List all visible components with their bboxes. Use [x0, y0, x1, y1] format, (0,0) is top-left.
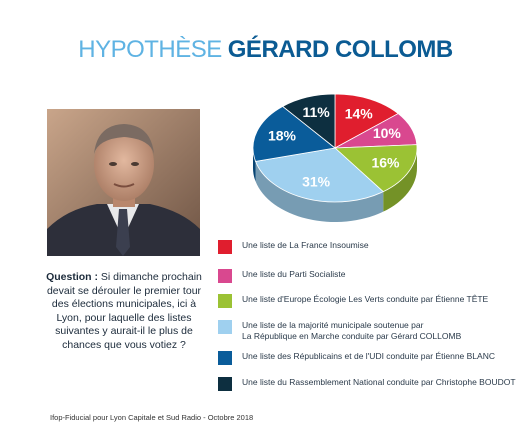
legend-label: Une liste du Rassemblement National cond… — [242, 377, 516, 387]
pie-label-1: 10% — [373, 125, 402, 141]
legend-item: Une liste des Républicains et de l'UDI c… — [218, 351, 495, 365]
legend-item: Une liste de la majorité municipale sout… — [218, 320, 461, 342]
legend-item: Une liste de La France Insoumise — [218, 240, 369, 254]
pie-label-5: 11% — [302, 104, 330, 120]
legend-swatch — [218, 240, 232, 254]
pie-slice-4 — [252, 105, 336, 162]
portrait-photo — [47, 109, 200, 256]
title-candidate: GÉRARD COLLOMB — [227, 36, 453, 63]
pie-label-3: 31% — [302, 173, 331, 189]
pie-label-4: 18% — [268, 127, 297, 143]
legend-label: Une liste du Parti Socialiste — [242, 269, 346, 279]
legend-label: Une liste des Républicains et de l'UDI c… — [242, 351, 495, 361]
question-label: Question : — [46, 271, 98, 283]
pie-slice-2 — [334, 144, 418, 193]
title-hypothese: HYPOTHÈSE — [78, 36, 222, 63]
legend-swatch — [218, 269, 232, 283]
pie-label-2: 16% — [371, 154, 400, 170]
source-note: Ifop-Fiducial pour Lyon Capitale et Sud … — [50, 413, 254, 422]
chart-title: HYPOTHÈSE GÉRARD COLLOMB — [0, 36, 531, 64]
pie-label-0: 14% — [345, 105, 374, 121]
legend-item: Une liste du Parti Socialiste — [218, 269, 345, 283]
legend-swatch — [218, 294, 232, 308]
pie-slice-0 — [334, 93, 399, 149]
pie-slice-side-2 — [383, 148, 417, 212]
legend-label: Une liste de la majorité municipale sout… — [242, 320, 462, 341]
question-text: Question : Si dimanche prochain devait s… — [44, 271, 204, 352]
question-body: Si dimanche prochain devait se dérouler … — [46, 271, 202, 351]
pie-slice-side-3 — [255, 161, 384, 222]
pie-chart: 14% 10% 16% 31% 18% 11% — [252, 93, 418, 222]
legend-item: Une liste d'Europe Écologie Les Verts co… — [218, 294, 488, 308]
pie-slice-3 — [255, 147, 384, 203]
pie-slice-5 — [282, 93, 336, 149]
legend-label: Une liste d'Europe Écologie Les Verts co… — [242, 294, 489, 304]
legend-label: Une liste de La France Insoumise — [242, 240, 369, 250]
legend-swatch — [218, 320, 232, 334]
legend-swatch — [218, 351, 232, 365]
legend-swatch — [218, 377, 232, 391]
legend-item: Une liste du Rassemblement National cond… — [218, 377, 516, 391]
